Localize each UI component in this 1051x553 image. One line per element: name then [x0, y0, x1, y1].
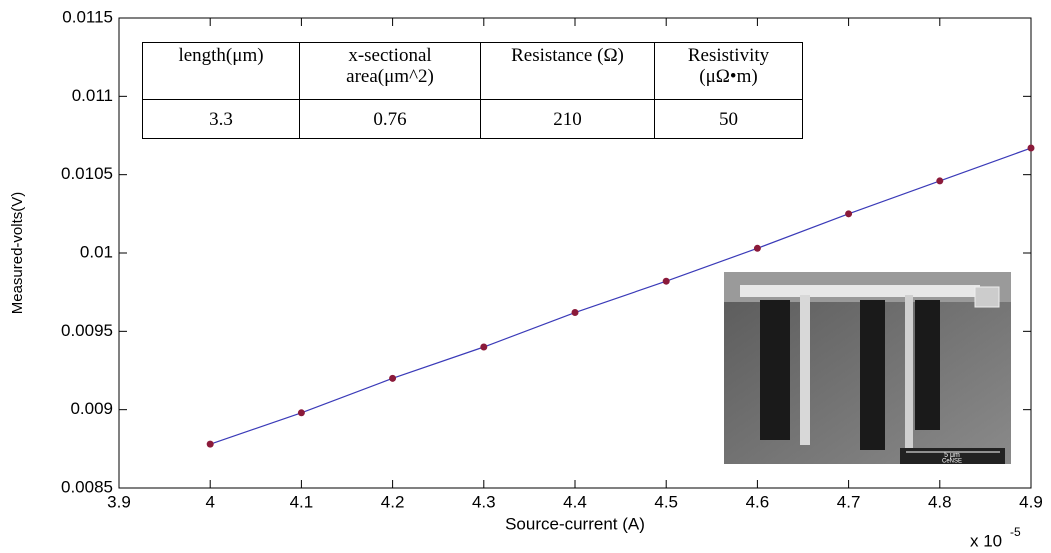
x-axis-label: Source-current (A) — [505, 514, 645, 533]
y-tick-label: 0.0115 — [62, 7, 113, 26]
x-tick-label: 4.6 — [746, 492, 770, 511]
x-tick-label: 4.7 — [837, 492, 861, 511]
data-line — [210, 147, 1032, 445]
x-tick-label: 4.9 — [1019, 492, 1043, 511]
data-point — [1027, 144, 1035, 152]
x-multiplier: x 10 — [970, 531, 1002, 550]
data-point — [206, 440, 214, 448]
scale-bar-label: 5 μm — [944, 452, 960, 459]
x-tick-label: 4.5 — [654, 492, 678, 511]
y-axis-label: Measured-volts(V) — [9, 192, 26, 315]
table-header: Resistivity (μΩ•m) — [654, 42, 803, 100]
data-point — [845, 210, 853, 218]
data-table: length(μm) x-sectional area(μm^2) Resist… — [142, 42, 803, 139]
y-tick-label: 0.011 — [72, 86, 113, 105]
data-point — [297, 409, 305, 417]
table-header: length(μm) — [142, 42, 300, 100]
x-tick-label: 4.1 — [290, 492, 314, 511]
y-tick-label: 0.009 — [70, 399, 113, 418]
table-cell: 3.3 — [142, 99, 300, 139]
x-tick-label: 4 — [205, 492, 214, 511]
data-point — [753, 244, 761, 252]
x-tick-label: 3.9 — [107, 492, 131, 511]
y-tick-label: 0.0085 — [61, 477, 113, 496]
table-header: Resistance (Ω) — [480, 42, 655, 100]
y-tick-label: 0.01 — [80, 242, 113, 261]
x-tick-label: 4.8 — [928, 492, 952, 511]
x-tick-label: 4.2 — [381, 492, 405, 511]
data-point — [662, 277, 670, 285]
image-caption: CeNSE — [942, 459, 962, 465]
data-point — [389, 374, 397, 382]
table-header: x-sectional area(μm^2) — [299, 42, 481, 100]
y-tick-label: 0.0095 — [61, 321, 113, 340]
data-point — [480, 343, 488, 351]
y-tick-label: 0.0105 — [61, 164, 113, 183]
table-cell: 210 — [480, 99, 655, 139]
x-tick-label: 4.4 — [563, 492, 587, 511]
x-tick-label: 4.3 — [472, 492, 496, 511]
table-cell: 50 — [654, 99, 803, 139]
data-point — [936, 177, 944, 185]
table-cell: 0.76 — [299, 99, 481, 139]
x-multiplier-exponent: -5 — [1010, 525, 1021, 539]
sem-image: 5 μm CeNSE — [724, 272, 1011, 465]
data-point — [571, 309, 579, 317]
